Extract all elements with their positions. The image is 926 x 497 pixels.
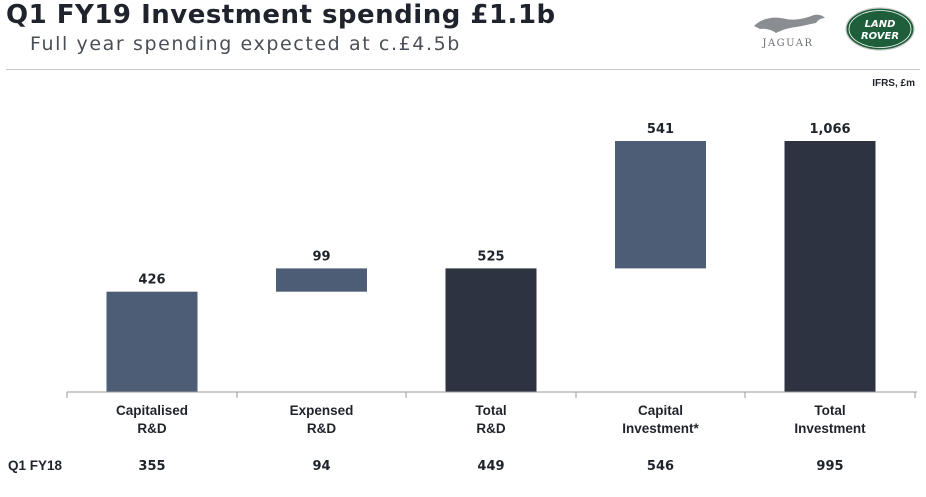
category-label: R&D [137,421,166,436]
bar-capitalised-rd [106,291,198,392]
category-label: Total [814,403,845,418]
category-label: Investment [794,421,866,436]
category-label: R&D [307,421,336,436]
bar-total-rd [445,268,537,392]
q1-fy18-value: 449 [477,459,504,474]
bar-expensed-rd [276,268,367,292]
bar-value-label: 99 [312,249,330,264]
units-label: IFRS, £m [872,78,915,89]
bar-value-label: 525 [477,249,504,264]
page-title: Q1 FY19 Investment spending £1.1b [6,0,556,30]
x-axis-ticks-layer [66,392,916,398]
leaping-jaguar-icon [754,14,825,33]
land-rover-logo: LAND ROVER [845,7,915,51]
land-rover-oval-icon [845,7,915,51]
page-subtitle: Full year spending expected at c.£4.5b [30,33,461,55]
q1-fy18-value: 546 [647,459,674,474]
category-label: Expensed [290,403,354,418]
category-label: Total [475,403,506,418]
bar-total-investment [784,141,876,392]
header-divider [6,69,920,70]
land-rover-wordmark-line2: ROVER [861,31,899,42]
bars-layer [106,141,876,392]
jaguar-wordmark: JAGUAR [761,38,813,49]
bar-value-label: 1,066 [809,122,850,137]
category-label: Capitalised [116,403,188,418]
bar-value-label: 541 [647,122,674,137]
jaguar-logo: JAGUAR [754,14,825,49]
bar-capital-investment [615,141,706,269]
q1-fy18-value: 995 [816,459,843,474]
bar-value-label: 426 [138,273,165,288]
bar-labels-layer: 426 99 525 541 1,066 [138,122,850,288]
q1-fy18-row-label: Q1 FY18 [8,458,63,473]
land-rover-wordmark-line1: LAND [865,19,896,30]
comparison-row: 355 94 449 546 995 Q1 FY18 [8,458,844,474]
category-label: Capital [638,403,683,418]
category-labels-layer: Capitalised R&D Expensed R&D Total R&D Capital… [116,403,866,436]
q1-fy18-value: 355 [138,459,165,474]
category-label: Investment* [622,421,699,436]
category-label: R&D [476,421,505,436]
q1-fy18-value: 94 [312,459,330,474]
